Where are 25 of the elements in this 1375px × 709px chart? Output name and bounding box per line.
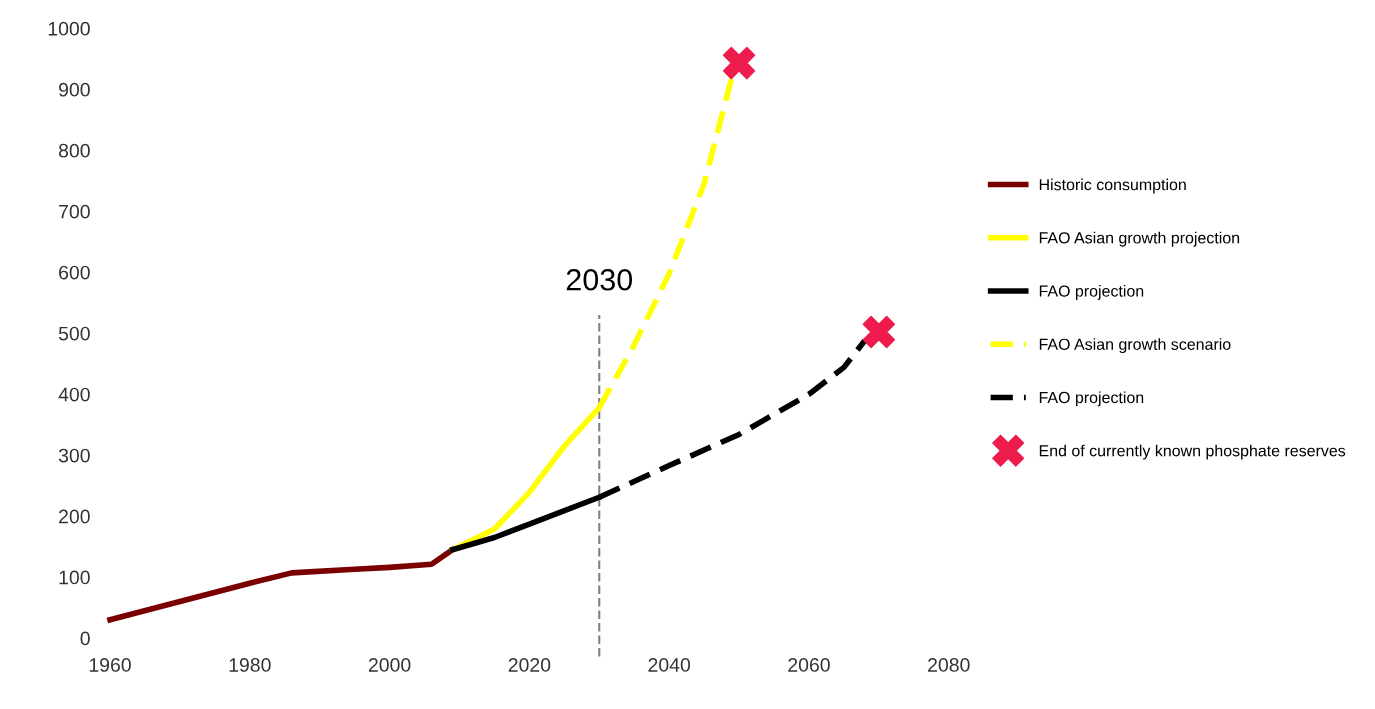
x-tick-label: 2040 <box>648 658 691 672</box>
x-tick-label: 2020 <box>508 658 551 672</box>
ref-line-label: 2030 <box>566 268 633 291</box>
legend-label: FAO Asian growth projection <box>1039 231 1240 247</box>
y-tick-label: 100 <box>59 570 90 585</box>
y-tick-label: 900 <box>59 82 90 97</box>
y-tick-label: 500 <box>58 326 90 341</box>
x-tick-label: 2080 <box>928 658 970 672</box>
y-tick-label: 400 <box>58 387 90 402</box>
y-tick-label: 1000 <box>48 21 90 36</box>
y-tick-label: 600 <box>59 265 90 280</box>
x-tick-label: 1980 <box>229 658 271 672</box>
y-tick-label: 200 <box>59 509 90 524</box>
y-tick-label: 700 <box>59 204 90 219</box>
legend-label: FAO projection <box>1039 391 1144 407</box>
x-tick-label: 2060 <box>788 658 830 672</box>
y-tick-label: 800 <box>58 143 90 158</box>
x-tick-label: 1960 <box>89 658 131 672</box>
x-tick-label: 2000 <box>368 658 411 672</box>
legend-label: Historic consumption <box>1039 178 1186 194</box>
legend-label: End of currently known phosphate reserves <box>1039 444 1346 460</box>
y-tick-label: 0 <box>80 631 90 646</box>
y-tick-label: 300 <box>58 448 90 463</box>
legend-label: FAO Asian growth scenario <box>1039 338 1231 354</box>
legend-label: FAO projection <box>1039 284 1144 300</box>
